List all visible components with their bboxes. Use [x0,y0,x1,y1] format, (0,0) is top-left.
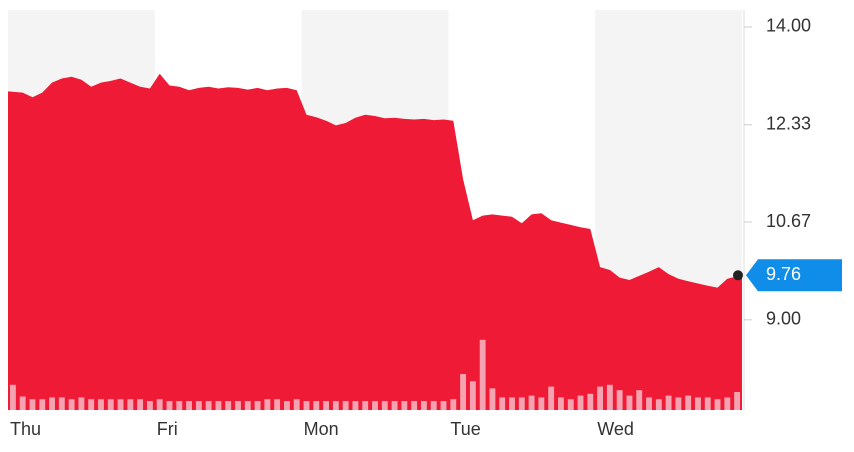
volume-bar [734,392,741,410]
volume-bar [597,386,604,410]
volume-bar [19,396,26,410]
price-tag [746,259,842,292]
volume-bar [264,399,271,410]
x-tick-label: Tue [450,419,480,439]
volume-bar [342,401,349,410]
x-tick-label: Mon [304,419,339,439]
volume-bar [225,401,232,410]
volume-bar [391,401,398,410]
y-tick-label: 9.00 [766,309,801,329]
volume-bar [587,393,594,410]
volume-bar [195,401,202,410]
volume-bar [577,395,584,410]
x-tick-label: Wed [597,419,634,439]
volume-bar [528,395,535,410]
volume-bar [401,401,408,410]
volume-bar [235,401,241,410]
volume-bar [274,399,281,410]
volume-bar [479,339,486,410]
volume-bar [49,397,55,410]
volume-bar [499,397,506,410]
volume-bar [567,399,574,410]
volume-bar [489,388,496,410]
volume-bar [98,399,104,410]
volume-bar [137,399,144,410]
volume-bar [78,397,85,410]
volume-bar [548,386,555,410]
volume-bar [655,399,662,410]
volume-bar [293,399,300,410]
volume-bar [244,401,251,410]
volume-bar [420,401,427,410]
volume-bar [646,397,652,410]
volume-bar [9,384,16,410]
price-area [8,73,742,411]
volume-bar [460,374,467,410]
volume-bar [117,399,124,410]
volume-bar [29,399,36,410]
volume-bar [127,399,134,410]
volume-bar [107,399,114,410]
volume-bar [626,395,633,410]
volume-bar [254,401,261,410]
volume-bar [283,401,290,410]
volume-bar [58,397,65,410]
volume-bar [430,401,437,410]
volume-bar [176,401,183,410]
volume-bar [695,397,701,410]
volume-bar [186,401,192,410]
volume-bar [166,401,173,410]
volume-bar [68,399,75,410]
volume-bar [362,401,369,410]
volume-bar [714,399,721,410]
last-price-label: 9.76 [766,264,801,284]
volume-bar [303,401,310,410]
volume-bar [352,401,359,410]
volume-bar [146,401,153,410]
volume-bar [88,399,95,410]
volume-bar [215,401,222,410]
volume-bar [538,397,545,410]
last-point [733,270,743,281]
volume-bar [205,401,212,410]
volume-bar [518,397,525,410]
volume-bar [381,401,388,410]
volume-bar [323,401,330,410]
volume-bar [724,397,731,410]
volume-bar [440,401,447,410]
volume-bar [39,399,46,410]
volume-bar [332,401,339,410]
volume-bar [675,397,682,410]
x-tick-label: Fri [157,419,178,439]
y-tick-label: 14.00 [766,16,811,36]
volume-bar [509,397,515,410]
volume-bar [411,401,418,410]
volume-bar [156,399,163,410]
volume-bar [372,401,378,410]
x-tick-label: Thu [10,419,41,439]
volume-bar [636,390,643,410]
y-tick-label: 12.33 [766,114,811,134]
volume-bar [558,397,564,410]
volume-bar [469,381,476,410]
volume-bar [313,401,320,410]
volume-bar [665,395,672,410]
y-tick-label: 10.67 [766,211,811,231]
volume-bar [704,397,711,410]
volume-bar [450,399,457,410]
volume-bar [606,384,613,410]
volume-bar [685,395,692,410]
volume-bar [616,390,623,410]
